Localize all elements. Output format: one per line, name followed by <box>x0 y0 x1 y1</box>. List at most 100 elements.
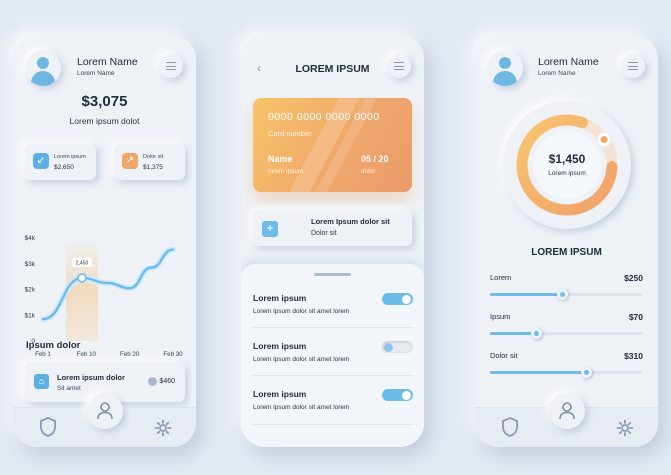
card-number-label: Card number <box>268 129 312 138</box>
card-screen: ‹ LOREM IPSUM 0000 0000 0000 0000 Card n… <box>241 35 424 447</box>
setting-subtitle: Lorem ipsum dolor sit amet lorem <box>253 308 350 315</box>
x-tick-label: Feb 1 <box>35 351 51 358</box>
menu-icon[interactable] <box>387 54 411 78</box>
slider-fill <box>490 293 562 296</box>
card-expiry-sub: dolor <box>361 168 376 175</box>
ring-inner <box>533 131 601 199</box>
expense-value: $1,375 <box>143 164 163 171</box>
bottom-nav <box>475 393 658 447</box>
setting-toggle[interactable] <box>382 389 413 401</box>
balance-label: Lorem ipsum dolot <box>69 116 140 126</box>
avatar-head <box>37 57 49 69</box>
shield-icon[interactable] <box>501 417 519 437</box>
y-tick-label: 0 <box>31 338 35 345</box>
profile-button[interactable] <box>549 393 585 429</box>
expense-card[interactable]: ↗ Dolor sit $1,375 <box>114 144 185 180</box>
shield-icon[interactable] <box>39 417 57 437</box>
avatar-body <box>31 71 55 86</box>
divider <box>253 375 413 376</box>
transaction-subtitle: Sit amet <box>57 385 81 392</box>
divider <box>253 327 413 328</box>
card-holder-name: Name <box>268 154 293 164</box>
setting-title: Lorem ipsum <box>253 389 307 399</box>
card-holder-sub: lorem ipsum <box>268 168 304 175</box>
gear-icon[interactable] <box>154 419 172 437</box>
setting-toggle[interactable] <box>382 293 413 305</box>
home-icon: ⌂ <box>34 374 49 389</box>
user-icon <box>559 402 575 420</box>
avatar[interactable] <box>25 50 61 86</box>
card-expiry: 05 / 20 <box>361 154 389 164</box>
credit-card[interactable]: 0000 0000 0000 0000 Card number Name lor… <box>253 98 412 192</box>
gear-icon[interactable] <box>616 419 634 437</box>
menu-icon[interactable] <box>159 54 183 78</box>
coin-icon <box>148 377 157 386</box>
slider-handle[interactable] <box>530 328 542 339</box>
bottom-nav <box>13 393 196 447</box>
y-tick-label: $2k <box>25 287 36 294</box>
slider-track[interactable] <box>490 328 643 339</box>
setting-title: Lorem ipsum <box>253 293 307 303</box>
y-tick-label: $1k <box>25 312 36 319</box>
avatar-head <box>499 57 511 69</box>
divider <box>253 424 413 425</box>
user-name: Lorem Name <box>538 56 599 68</box>
x-tick-label: Feb 10 <box>77 351 97 358</box>
slider-fill <box>490 371 587 374</box>
user-subtitle: Lorem Name <box>538 70 576 77</box>
transaction-amount: $460 <box>159 378 175 385</box>
ring-handle-dot <box>600 136 608 144</box>
ring-amount: $1,450 <box>548 152 586 166</box>
transaction-title: Lorem ipsum dolor <box>57 373 125 382</box>
setting-title: Lorem ipsum <box>253 341 307 351</box>
plus-icon: + <box>262 221 278 237</box>
add-card-button[interactable]: + Lorem Ipsum dolor sit Dolor sit <box>253 210 412 246</box>
arrow-up-right-icon: ↗ <box>122 153 138 169</box>
ring-progress <box>516 114 618 216</box>
profile-button[interactable] <box>87 393 123 429</box>
add-card-subtitle: Dolor sit <box>311 230 337 237</box>
user-subtitle: Lorem Name <box>77 70 115 77</box>
slider-track[interactable] <box>490 289 643 300</box>
user-name: Lorem Name <box>77 56 138 68</box>
slider-handle[interactable] <box>581 367 593 378</box>
avatar-body <box>493 71 517 86</box>
progress-ring: $1,450 Lorem ipsum <box>503 101 631 229</box>
avatar[interactable] <box>487 50 523 86</box>
section-title: Ipsum dolor <box>26 340 81 351</box>
slider-label: Dolor sit <box>490 351 518 360</box>
setting-subtitle: Lorem ipsum dolor sit amet lorem <box>253 356 350 363</box>
slider-track[interactable] <box>490 367 643 378</box>
x-tick-label: Feb 20 <box>120 351 140 358</box>
slider-label: Ipsum <box>490 312 511 321</box>
page-title: LOREM IPSUM <box>295 63 370 75</box>
data-label: 2,450 <box>76 260 89 266</box>
slider-label: Lorem <box>490 273 512 282</box>
slider-value: $250 <box>624 273 643 283</box>
dashboard-screen: Lorem Name Lorem Name $3,075 Lorem ipsum… <box>13 35 196 447</box>
slider-handle[interactable] <box>556 289 568 300</box>
series-line <box>41 248 175 321</box>
sheet-handle[interactable] <box>314 273 351 276</box>
arrow-down-left-icon: ↙ <box>33 153 49 169</box>
balance-amount: $3,075 <box>81 93 128 110</box>
income-label: Lorem ipsum <box>54 154 86 160</box>
section-heading: LOREM IPSUM <box>531 247 602 258</box>
back-chevron-icon[interactable]: ‹ <box>257 61 261 75</box>
income-card[interactable]: ↙ Lorem ipsum $2,650 <box>25 144 96 180</box>
y-tick-label: $3k <box>25 261 36 268</box>
data-label-box <box>72 257 92 267</box>
card-number: 0000 0000 0000 0000 <box>268 111 380 123</box>
user-icon <box>97 402 113 420</box>
slider-value: $310 <box>624 351 643 361</box>
setting-subtitle: Lorem ipsum dolor sit amet lorem <box>253 404 350 411</box>
slider-fill <box>490 332 536 335</box>
income-value: $2,650 <box>54 164 74 171</box>
data-point <box>77 273 87 283</box>
settings-sheet: Lorem ipsum Lorem ipsum dolor sit amet l… <box>241 264 424 447</box>
x-tick-label: Feb 30 <box>163 351 183 358</box>
y-tick-label: $4k <box>25 235 36 242</box>
menu-icon[interactable] <box>621 54 645 78</box>
setting-toggle[interactable] <box>382 341 413 353</box>
